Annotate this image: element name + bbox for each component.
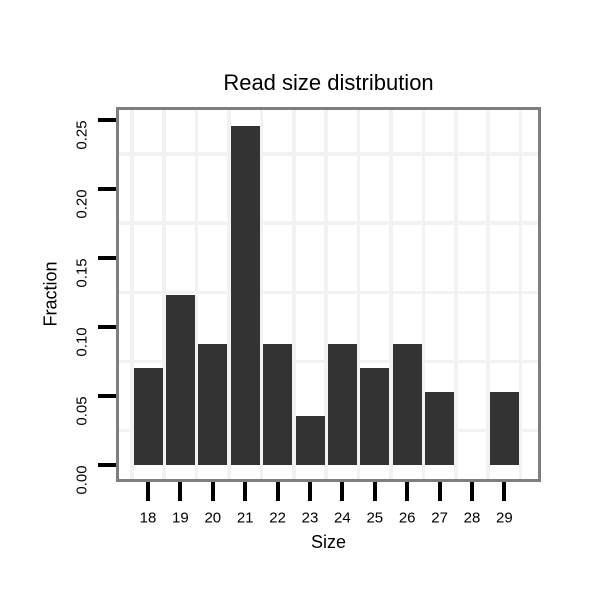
x-axis-tick — [437, 482, 442, 501]
y-axis-tick — [98, 393, 116, 398]
minor-gridline-horizontal — [119, 221, 538, 225]
plot-panel — [116, 107, 541, 482]
x-axis-tick — [275, 482, 280, 501]
bar-size-18 — [133, 367, 163, 465]
x-axis-tick — [308, 482, 312, 501]
y-axis-title: Fraction — [40, 261, 61, 327]
minor-gridline-vertical — [194, 110, 199, 479]
y-axis-tick — [98, 117, 116, 122]
y-tick-label: 0.05 — [73, 396, 91, 426]
y-axis-tick — [98, 324, 116, 329]
y-tick-label: 0.15 — [73, 258, 91, 288]
bar-size-19 — [165, 295, 195, 465]
x-tick-label: 27 — [431, 509, 448, 527]
x-axis-tick — [372, 482, 377, 501]
x-axis-tick — [405, 482, 410, 501]
minor-gridline-vertical — [324, 110, 328, 479]
minor-gridline-horizontal — [119, 152, 538, 156]
minor-gridline-vertical — [518, 110, 523, 479]
y-tick-label: 0.10 — [73, 327, 91, 357]
y-tick-label: 0.00 — [73, 465, 91, 495]
y-tick-label: 0.20 — [73, 188, 91, 219]
bar-size-20 — [198, 343, 228, 465]
y-axis-tick — [98, 463, 116, 467]
x-tick-label: 22 — [269, 509, 286, 527]
y-tick-label: 0.25 — [73, 119, 91, 150]
minor-gridline-vertical — [389, 110, 393, 479]
bar-size-24 — [327, 343, 357, 465]
x-axis-tick — [243, 482, 248, 501]
x-axis-tick — [178, 482, 183, 501]
minor-gridline-vertical — [259, 110, 264, 479]
x-tick-label: 24 — [334, 509, 351, 527]
minor-gridline-vertical — [421, 110, 426, 479]
minor-gridline-vertical — [486, 110, 490, 479]
chart-title: Read size distribution — [223, 70, 434, 95]
bar-size-26 — [392, 343, 422, 465]
x-tick-label: 28 — [463, 509, 481, 527]
x-tick-label: 18 — [139, 509, 157, 527]
minor-gridline-vertical — [292, 110, 296, 479]
x-tick-label: 26 — [398, 509, 416, 527]
x-axis-tick — [502, 482, 507, 501]
bar-size-22 — [263, 343, 293, 465]
x-tick-label: 23 — [301, 509, 319, 527]
x-tick-label: 19 — [172, 509, 189, 527]
x-tick-label: 29 — [496, 509, 513, 527]
bar-size-25 — [360, 367, 390, 465]
minor-gridline-vertical — [454, 110, 458, 479]
minor-gridline-vertical — [356, 110, 361, 479]
minor-gridline-vertical — [227, 110, 231, 479]
bar-size-27 — [425, 392, 455, 465]
bar-size-29 — [489, 392, 519, 465]
x-axis-tick — [470, 482, 474, 501]
x-axis-tick — [340, 482, 345, 501]
minor-gridline-horizontal — [119, 290, 538, 294]
bar-size-23 — [295, 416, 325, 465]
minor-gridline-vertical — [130, 110, 134, 479]
x-axis-tick — [146, 482, 150, 501]
x-axis-title: Size — [310, 532, 346, 552]
y-axis-tick — [98, 186, 116, 191]
x-axis-tick — [210, 482, 215, 501]
y-axis-tick — [98, 255, 116, 260]
x-tick-label: 20 — [204, 509, 222, 527]
bar-size-21 — [230, 125, 260, 465]
x-tick-label: 25 — [366, 509, 384, 527]
minor-gridline-vertical — [162, 110, 166, 479]
x-tick-label: 21 — [236, 509, 254, 527]
